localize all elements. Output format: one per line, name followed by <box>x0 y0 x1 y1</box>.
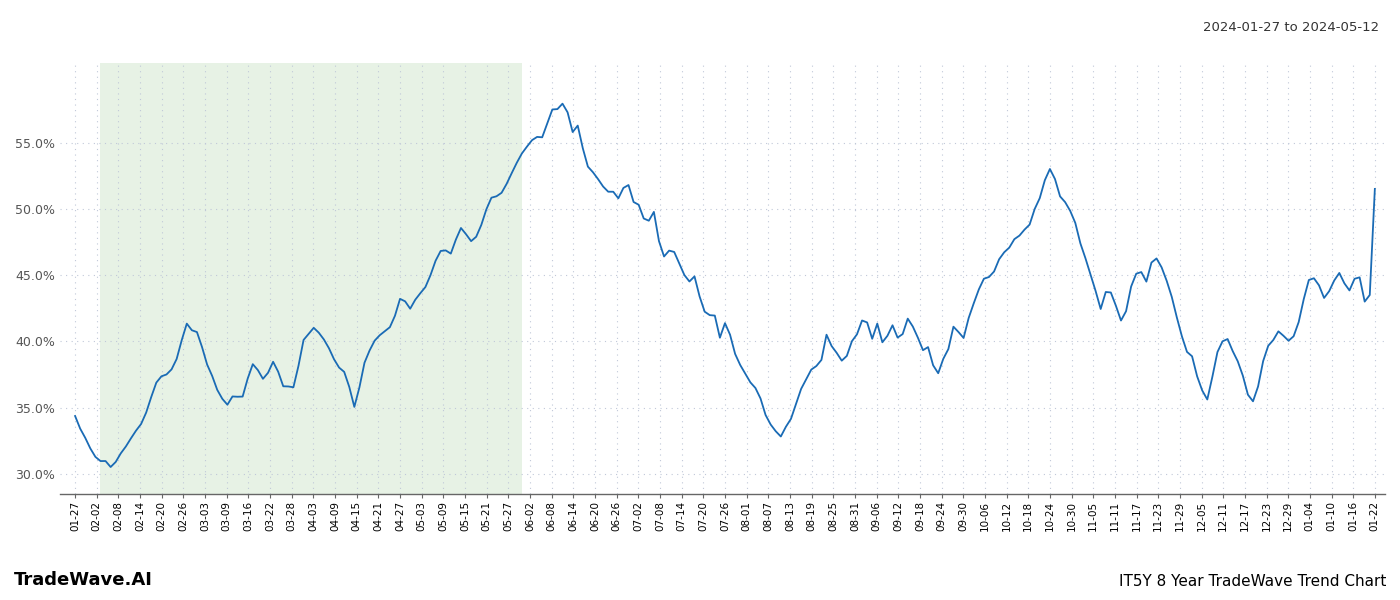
Bar <box>101 63 522 494</box>
Text: TradeWave.AI: TradeWave.AI <box>14 571 153 589</box>
Text: 2024-01-27 to 2024-05-12: 2024-01-27 to 2024-05-12 <box>1203 21 1379 34</box>
Text: IT5Y 8 Year TradeWave Trend Chart: IT5Y 8 Year TradeWave Trend Chart <box>1119 574 1386 589</box>
